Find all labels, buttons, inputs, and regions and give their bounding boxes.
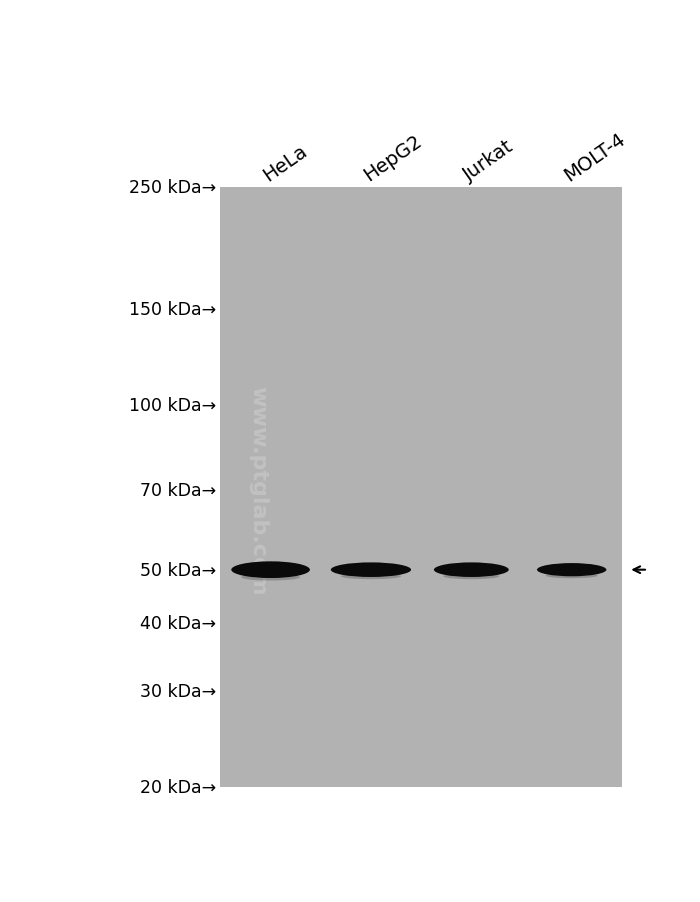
Text: www.ptglab.com: www.ptglab.com	[248, 385, 268, 595]
Text: 30 kDa→: 30 kDa→	[140, 682, 216, 700]
Text: 40 kDa→: 40 kDa→	[140, 614, 216, 632]
Text: HeLa: HeLa	[260, 141, 311, 185]
Ellipse shape	[434, 563, 509, 577]
Text: 150 kDa→: 150 kDa→	[129, 300, 216, 318]
Text: MOLT-4: MOLT-4	[561, 129, 629, 185]
Ellipse shape	[331, 563, 411, 577]
Text: 50 kDa→: 50 kDa→	[140, 561, 216, 579]
Text: 100 kDa→: 100 kDa→	[129, 397, 216, 415]
Bar	[220, 189, 622, 787]
Ellipse shape	[443, 574, 499, 579]
Text: 250 kDa→: 250 kDa→	[129, 179, 216, 198]
Ellipse shape	[241, 575, 300, 581]
Ellipse shape	[545, 574, 598, 578]
Ellipse shape	[537, 564, 606, 576]
Ellipse shape	[231, 562, 310, 578]
Text: 20 kDa→: 20 kDa→	[140, 778, 216, 796]
Text: 70 kDa→: 70 kDa→	[140, 481, 216, 499]
Text: HepG2: HepG2	[360, 131, 426, 185]
Text: Jurkat: Jurkat	[461, 137, 517, 185]
Ellipse shape	[341, 574, 401, 579]
